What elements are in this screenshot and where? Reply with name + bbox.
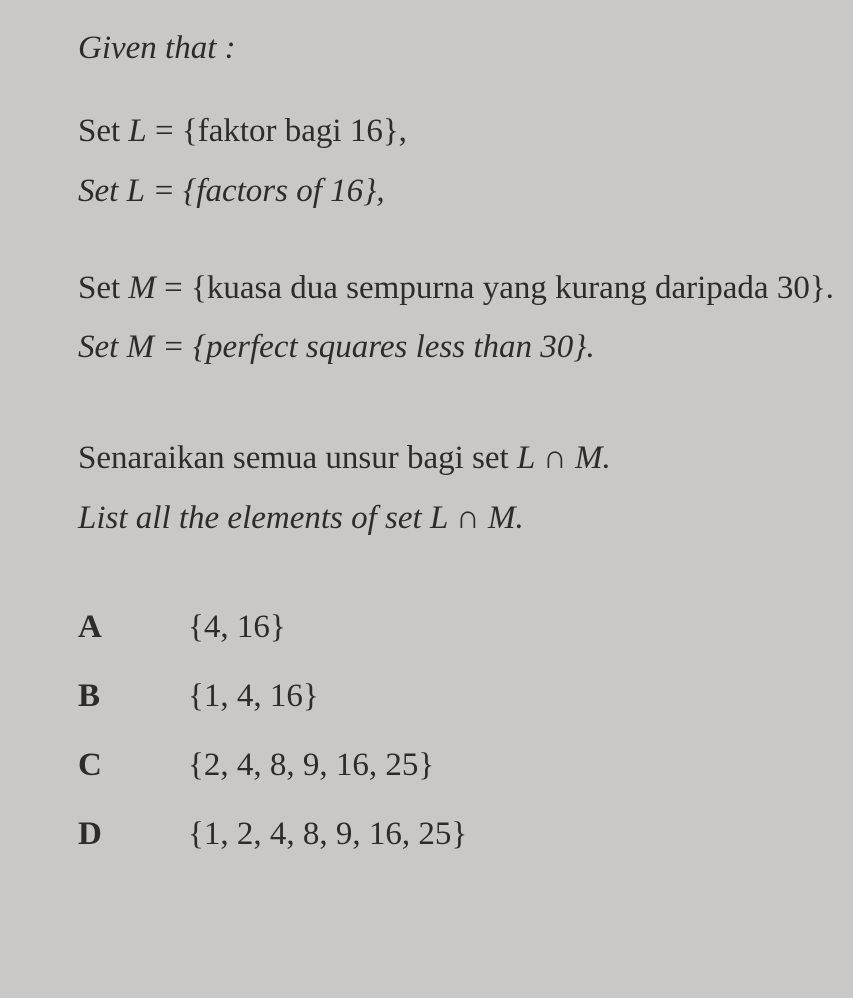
question-english: List all the elements of set L ∩ M. [78,498,833,539]
spacer [78,480,833,498]
answer-choices: A {4, 16} B {1, 4, 16} C {2, 4, 8, 9, 16… [78,609,833,853]
choice-letter: D [78,816,188,853]
spacer [78,309,833,327]
choice-a: A {4, 16} [78,609,833,646]
choice-value: {2, 4, 8, 9, 16, 25} [188,747,434,784]
heading-given-that: Given that : [78,28,833,69]
choice-value: {4, 16} [188,609,286,646]
spacer [78,69,833,111]
text-fragment: = {kuasa dua sempurna yang kurang daripa… [156,270,834,306]
set-l-malay: Set L = {faktor bagi 16}, [78,111,833,152]
variable-m: M [128,270,156,306]
text-fragment: = {faktor bagi 16}, [147,113,407,149]
text-fragment: Senaraikan semua unsur bagi set [78,440,517,476]
choice-d: D {1, 2, 4, 8, 9, 16, 25} [78,816,833,853]
text-fragment: Set [78,113,128,149]
choice-letter: C [78,747,188,784]
choice-letter: A [78,609,188,646]
text-fragment: Set [78,270,128,306]
choice-b: B {1, 4, 16} [78,678,833,715]
expression-l-intersect-m: L ∩ M. [430,500,524,536]
choice-value: {1, 2, 4, 8, 9, 16, 25} [188,816,467,853]
question-malay: Senaraikan semua unsur bagi set L ∩ M. [78,438,833,479]
choice-c: C {2, 4, 8, 9, 16, 25} [78,747,833,784]
set-m-malay: Set M = {kuasa dua sempurna yang kurang … [78,268,833,309]
set-m-english: Set M = {perfect squares less than 30}. [78,327,833,368]
text-fragment: List all the elements of set [78,500,430,536]
expression-l-intersect-m: L ∩ M. [517,440,611,476]
spacer [78,212,833,268]
variable-l: L [128,113,146,149]
spacer [78,368,833,438]
page: Given that : Set L = {faktor bagi 16}, S… [0,0,853,998]
set-l-english: Set L = {factors of 16}, [78,171,833,212]
choice-letter: B [78,678,188,715]
spacer [78,153,833,171]
spacer [78,539,833,609]
choice-value: {1, 4, 16} [188,678,319,715]
